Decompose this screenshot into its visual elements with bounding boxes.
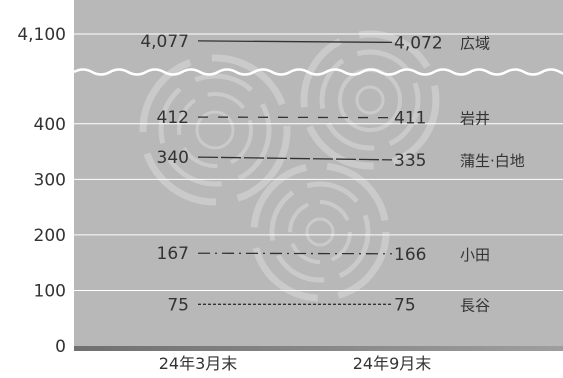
x-tick-label: 24年9月末 [353,354,432,373]
y-tick-label: 0 [55,337,66,357]
data-label-end: 411 [394,109,426,129]
series-group: 4,077 4,072 広域 412 411 岩井 340 335 蒲生·白地 167 166 小田 7… [140,32,524,315]
series-name: 広域 [460,34,490,52]
data-label-end: 4,072 [394,33,443,53]
series-line [197,40,393,44]
data-label-start: 4,077 [140,32,189,52]
axis-break-wave [73,68,563,76]
y-tick-label: 200 [34,226,66,246]
x-tick-label: 24年3月末 [159,354,238,373]
x-axis-labels: 24年3月末 24年9月末 [159,354,432,373]
series-name: 小田 [460,246,490,264]
data-label-start: 167 [157,244,189,264]
y-tick-label: 4,100 [17,25,66,45]
data-label-end: 335 [394,151,426,171]
y-tick-label: 400 [34,115,66,135]
background-decoration [139,30,440,302]
series-line [197,116,393,119]
plot-area [74,0,563,346]
data-label-end: 166 [394,245,426,265]
y-tick-label: 100 [34,281,66,301]
series-name: 蒲生·白地 [460,152,525,170]
data-label-start: 75 [167,295,189,315]
data-label-end: 75 [394,295,416,315]
y-tick-label: 300 [34,170,66,190]
series-line [197,252,393,255]
gridlines [74,33,563,291]
series-name: 長谷 [460,296,490,314]
plot-bottom-strip [74,346,563,351]
y-axis-ticks: 0 100 200 300 400 4,100 [17,25,66,357]
series-name: 岩井 [460,110,490,128]
data-label-start: 340 [157,148,189,168]
series-line [197,156,393,161]
data-label-start: 412 [157,108,189,128]
